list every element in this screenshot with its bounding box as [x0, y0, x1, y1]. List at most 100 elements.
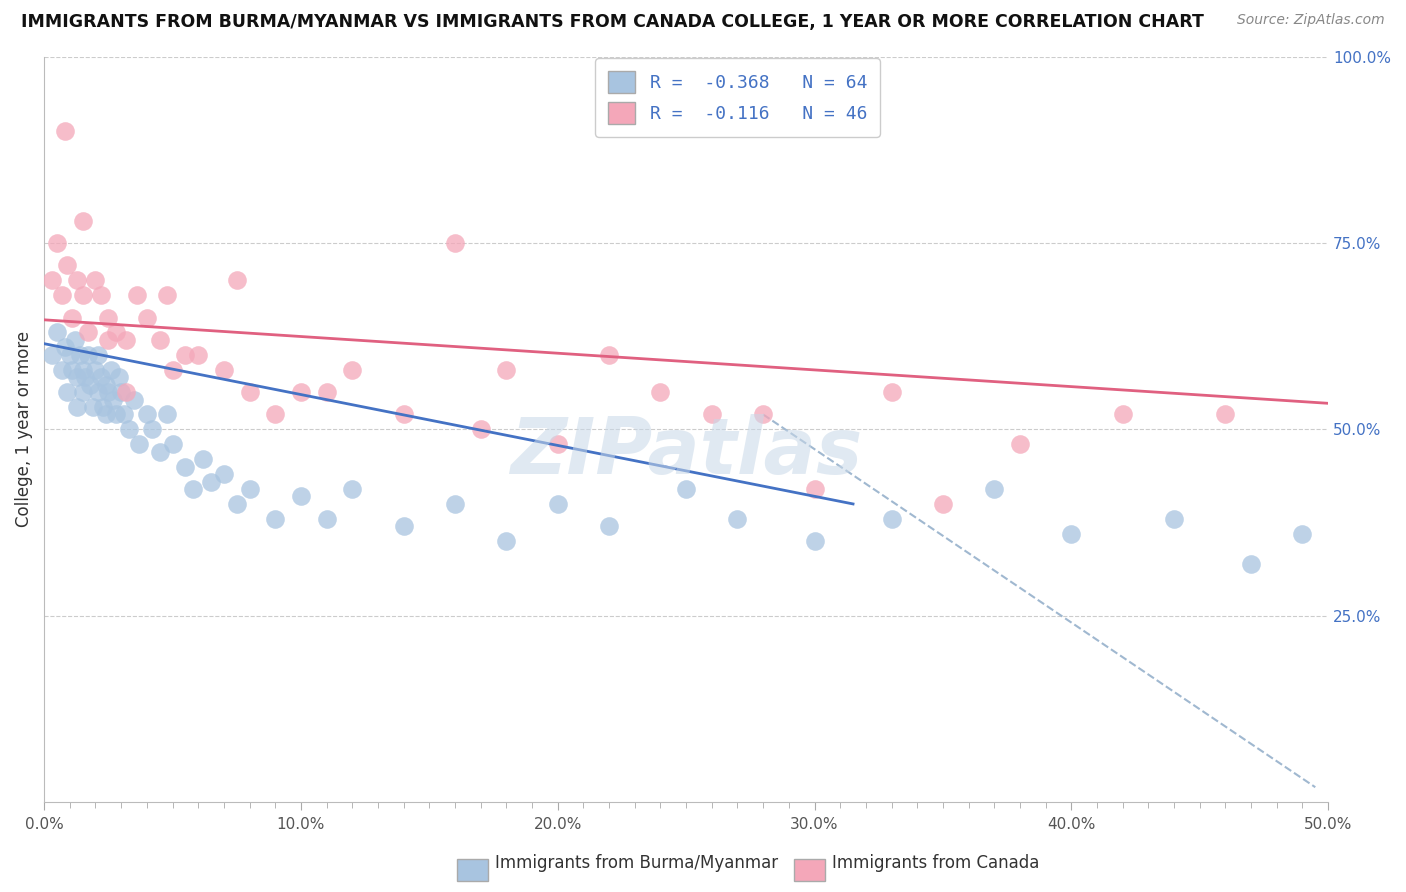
- Point: [87, 385, 110, 400]
- Point: [238, 385, 260, 400]
- Point: [1008, 437, 1031, 451]
- Point: [84, 363, 107, 377]
- Point: [315, 512, 337, 526]
- Point: [60, 363, 83, 377]
- Point: [66, 400, 89, 414]
- Point: [97, 385, 120, 400]
- Point: [392, 408, 415, 422]
- Point: [650, 385, 672, 400]
- Point: [212, 363, 235, 377]
- Point: [66, 273, 89, 287]
- Point: [149, 333, 172, 347]
- Point: [598, 519, 620, 533]
- Point: [495, 363, 517, 377]
- Point: [880, 385, 903, 400]
- Point: [87, 348, 110, 362]
- Point: [238, 482, 260, 496]
- Point: [752, 408, 775, 422]
- Point: [97, 310, 120, 325]
- Point: [181, 482, 204, 496]
- Point: [51, 288, 73, 302]
- Point: [41, 348, 63, 362]
- Point: [187, 348, 209, 362]
- Point: [112, 408, 135, 422]
- Point: [342, 363, 364, 377]
- Point: [470, 422, 492, 436]
- Point: [162, 363, 184, 377]
- Point: [84, 273, 107, 287]
- Point: [79, 377, 101, 392]
- Point: [880, 512, 903, 526]
- Point: [1112, 408, 1135, 422]
- Point: [122, 392, 145, 407]
- Point: [141, 422, 163, 436]
- Point: [76, 348, 98, 362]
- Point: [72, 385, 94, 400]
- Point: [1060, 526, 1083, 541]
- Point: [46, 235, 69, 250]
- Point: [1215, 408, 1237, 422]
- Point: [547, 437, 569, 451]
- Point: [392, 519, 415, 533]
- Point: [75, 370, 97, 384]
- Point: [60, 310, 83, 325]
- Point: [315, 385, 337, 400]
- Y-axis label: College, 1 year or more: College, 1 year or more: [15, 331, 32, 527]
- Point: [110, 385, 132, 400]
- Text: ZIPatlas: ZIPatlas: [510, 414, 862, 490]
- Point: [547, 497, 569, 511]
- Point: [225, 273, 247, 287]
- Point: [115, 333, 138, 347]
- Point: [105, 408, 128, 422]
- Text: Immigrants from Canada: Immigrants from Canada: [832, 855, 1039, 872]
- Point: [1240, 557, 1263, 571]
- Point: [803, 534, 825, 549]
- Point: [105, 326, 128, 340]
- Point: [76, 326, 98, 340]
- Point: [125, 288, 148, 302]
- Point: [135, 408, 157, 422]
- Point: [444, 497, 467, 511]
- Point: [103, 392, 125, 407]
- Point: [156, 408, 179, 422]
- Point: [598, 348, 620, 362]
- Point: [174, 459, 197, 474]
- Point: [107, 370, 129, 384]
- Point: [983, 482, 1005, 496]
- Text: IMMIGRANTS FROM BURMA/MYANMAR VS IMMIGRANTS FROM CANADA COLLEGE, 1 YEAR OR MORE : IMMIGRANTS FROM BURMA/MYANMAR VS IMMIGRA…: [21, 13, 1204, 31]
- Point: [212, 467, 235, 482]
- Point: [700, 408, 723, 422]
- Point: [156, 288, 179, 302]
- Point: [264, 408, 287, 422]
- Point: [72, 363, 94, 377]
- Text: Immigrants from Burma/Myanmar: Immigrants from Burma/Myanmar: [495, 855, 778, 872]
- Text: Source: ZipAtlas.com: Source: ZipAtlas.com: [1237, 13, 1385, 28]
- Point: [69, 348, 91, 362]
- Point: [82, 400, 104, 414]
- Point: [63, 333, 86, 347]
- Point: [115, 385, 138, 400]
- Point: [1163, 512, 1185, 526]
- Point: [56, 259, 79, 273]
- Point: [51, 363, 73, 377]
- Point: [100, 363, 122, 377]
- Point: [94, 377, 117, 392]
- Point: [91, 400, 114, 414]
- Legend: R =  -0.368   N = 64, R =  -0.116   N = 46: R = -0.368 N = 64, R = -0.116 N = 46: [595, 58, 880, 136]
- Point: [1291, 526, 1313, 541]
- Point: [59, 348, 82, 362]
- Point: [149, 444, 172, 458]
- Point: [495, 534, 517, 549]
- Point: [72, 288, 94, 302]
- Point: [118, 422, 141, 436]
- Point: [128, 437, 150, 451]
- Point: [90, 370, 112, 384]
- Point: [46, 326, 69, 340]
- Point: [72, 213, 94, 227]
- Point: [342, 482, 364, 496]
- Point: [727, 512, 749, 526]
- Point: [94, 408, 117, 422]
- Point: [66, 370, 89, 384]
- Point: [174, 348, 197, 362]
- Point: [56, 385, 79, 400]
